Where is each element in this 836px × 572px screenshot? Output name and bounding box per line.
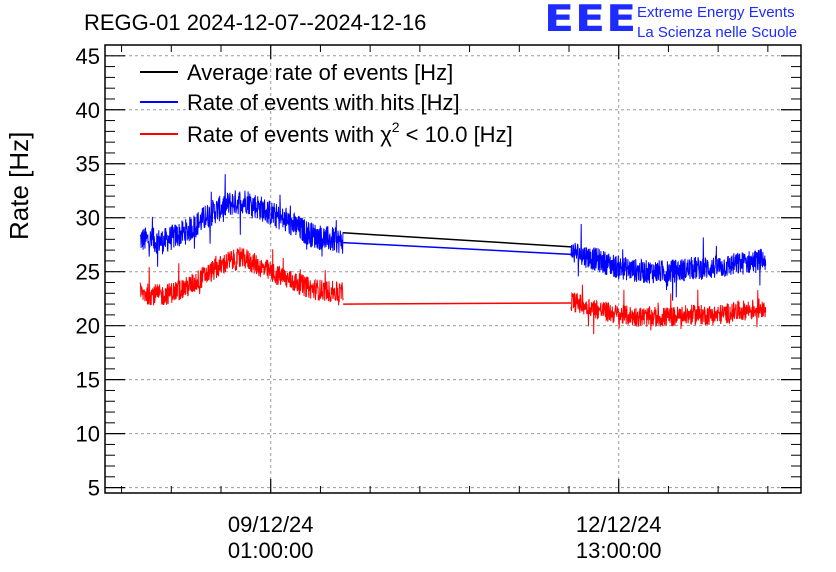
series-noisy-segment (570, 223, 767, 301)
series-gap-line (343, 241, 572, 256)
plot-frame (104, 44, 802, 494)
series-noisy-segment (570, 284, 767, 335)
legend-label: Rate of events with χ2 < 10.0 [Hz] (187, 119, 513, 147)
legend-label-text: Rate of events with χ (187, 122, 392, 147)
series-noisy-segment (139, 174, 344, 267)
series-line (343, 232, 572, 248)
y-tick-label: 45 (76, 44, 100, 69)
legend-label-tail: < 10.0 [Hz] (400, 122, 513, 147)
series-0 (343, 232, 572, 248)
logo-line-2: La Scienza nelle Scuole (637, 24, 798, 41)
legend-label: Rate of events with hits [Hz] (187, 90, 460, 115)
series-gap-line (343, 302, 572, 305)
x-tick-label-date: 09/12/24 (228, 512, 314, 537)
grid (105, 45, 801, 493)
y-tick-label: 40 (76, 98, 100, 123)
y-tick-label: 25 (76, 260, 100, 285)
y-tick-label: 20 (76, 314, 100, 339)
legend: Average rate of events [Hz] Rate of event… (140, 60, 513, 147)
y-tick-label: 5 (88, 476, 100, 501)
series-noisy-segment (139, 247, 344, 306)
y-tick-label: 15 (76, 368, 100, 393)
series-layer (139, 174, 767, 335)
y-tick-label: 10 (76, 422, 100, 447)
chart-title: REGG-01 2024-12-07--2024-12-16 (84, 10, 427, 35)
x-tick-label-time: 13:00:00 (576, 538, 662, 563)
x-tick-label-date: 12/12/24 (576, 512, 662, 537)
legend-label-sup: 2 (392, 119, 400, 135)
x-tick-label-time: 01:00:00 (228, 538, 314, 563)
eee-logo: EEE (544, 0, 638, 40)
logo-line-1: Extreme Energy Events (637, 4, 795, 21)
y-tick-label: 35 (76, 152, 100, 177)
y-tick-label: 30 (76, 206, 100, 231)
series-1 (139, 174, 767, 301)
legend-label: Average rate of events [Hz] (187, 60, 453, 85)
series-2 (139, 247, 767, 335)
